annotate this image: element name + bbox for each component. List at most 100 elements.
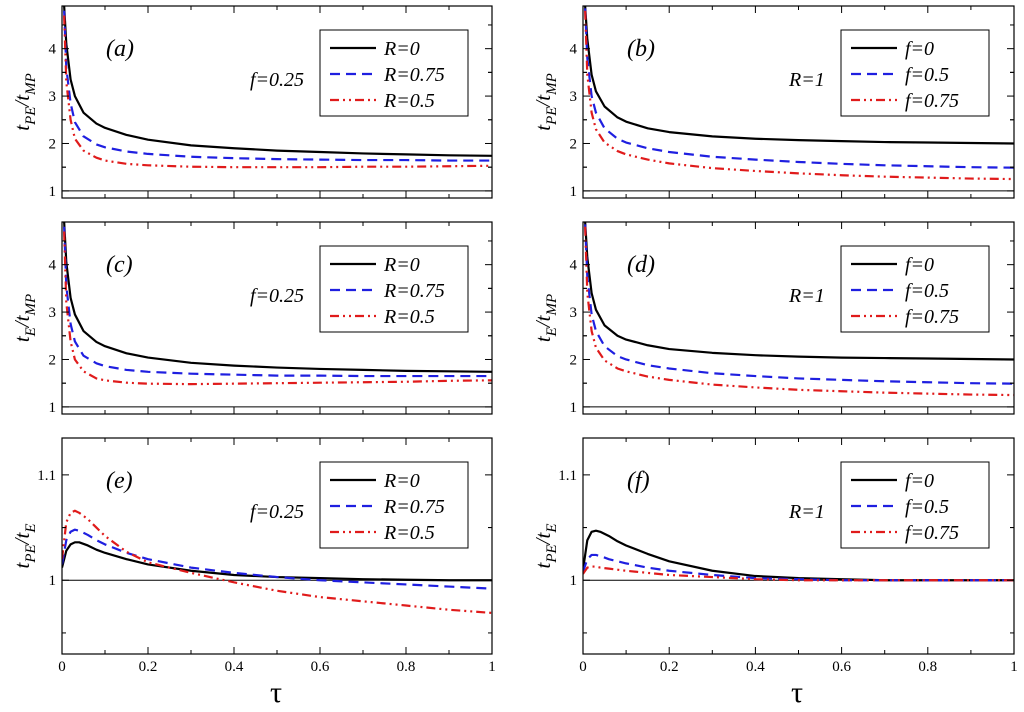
legend-box [319, 245, 469, 333]
x-tick-label: 0.4 [746, 659, 765, 675]
panel-label: (d) [627, 252, 655, 278]
series-line-3 [584, 10, 1014, 181]
parameter-annotation: R=1 [788, 501, 825, 523]
x-tick-label: 0.2 [660, 659, 679, 675]
y-tick-label: 3 [49, 89, 57, 105]
y-tick-label: 4 [49, 258, 57, 274]
series-line-1 [63, 6, 492, 157]
series-line-2 [63, 10, 492, 162]
legend-box [319, 461, 469, 549]
series-line-1 [584, 6, 1014, 145]
x-tick-label: 1 [1010, 659, 1018, 675]
panel-label: (e) [106, 468, 133, 494]
series-line-1 [63, 222, 492, 373]
panel-e: 0 0.2 0.4 0.6 0.8 1 1 1.1 tPE/tE (e) R=0 R=0.75 R=0.… [10, 437, 496, 675]
legend-label-3: R=0.5 [383, 306, 435, 328]
y-tick-label: 2 [570, 136, 578, 152]
x-tick-label: 0.2 [139, 659, 158, 675]
y-tick-label: 1.1 [558, 468, 577, 484]
y-axis-label: tPE/tE [10, 523, 39, 568]
series-line-1 [584, 222, 1014, 361]
x-tick-label: 0 [579, 659, 587, 675]
panel-d: 1 2 3 4 tE/tMP (d) f=0 f=0.5 f=0.75 R=1 [531, 221, 1015, 416]
legend-label-3: f=0.75 [905, 306, 959, 328]
y-tick-label: 1 [570, 400, 578, 416]
y-tick-label: 1 [49, 573, 57, 589]
panel-label: (a) [106, 36, 134, 62]
x-tick-label: 0.8 [397, 659, 416, 675]
series-line-2 [62, 528, 492, 590]
legend-label-3: R=0.5 [383, 522, 435, 544]
legend-label-2: R=0.75 [383, 280, 445, 302]
y-axis-label: tPE/tMP [10, 73, 39, 131]
y-tick-label: 4 [570, 258, 578, 274]
panel-c: 1 2 3 4 tE/tMP (c) R=0 R=0.75 R=0.5 f=0.25 [10, 221, 493, 416]
legend-label-1: f=0 [905, 470, 934, 492]
legend-box [840, 29, 990, 117]
series-line-2 [583, 553, 1014, 582]
x-axis-label-left: τ [270, 676, 282, 709]
y-axis-label: tPE/tE [531, 523, 560, 568]
series-line-2 [584, 224, 1014, 385]
legend-label-2: R=0.75 [383, 64, 445, 86]
y-tick-label: 3 [570, 305, 578, 321]
y-tick-label: 1 [49, 400, 57, 416]
y-tick-label: 3 [49, 305, 57, 321]
series-line-3 [62, 509, 492, 615]
x-tick-label: 0 [58, 659, 66, 675]
series-line-3 [583, 565, 1014, 582]
y-tick-label: 4 [570, 42, 578, 58]
y-tick-label: 2 [49, 352, 57, 368]
y-tick-label: 2 [49, 136, 57, 152]
legend-label-2: f=0.5 [905, 280, 949, 302]
legend-label-1: R=0 [383, 38, 420, 60]
parameter-annotation: f=0.25 [250, 501, 304, 523]
panel-b: 1 2 3 4 tPE/tMP (b) f=0 f=0.5 f=0.75 R=1 [531, 5, 1015, 200]
series-line-2 [584, 8, 1014, 169]
series-line-3 [63, 231, 492, 386]
panel-label: (b) [627, 36, 655, 62]
series-line-1 [62, 541, 492, 582]
y-tick-label: 1 [570, 573, 578, 589]
x-tick-label: 0.8 [918, 659, 937, 675]
x-tick-label: 0.6 [832, 659, 851, 675]
legend-label-3: f=0.75 [905, 522, 959, 544]
panel-label: (c) [106, 252, 133, 278]
series-line-3 [63, 15, 492, 169]
y-tick-label: 1 [49, 184, 57, 200]
y-tick-label: 2 [570, 352, 578, 368]
legend-label-3: R=0.5 [383, 90, 435, 112]
legend-label-1: R=0 [383, 470, 420, 492]
x-tick-label: 1 [488, 659, 496, 675]
legend-label-2: f=0.5 [905, 496, 949, 518]
y-tick-label: 4 [49, 42, 57, 58]
y-tick-label: 1 [570, 184, 578, 200]
series-line-3 [584, 226, 1014, 397]
legend-box [319, 29, 469, 117]
x-tick-label: 0.4 [225, 659, 244, 675]
panel-f: 0 0.2 0.4 0.6 0.8 1 1 1.1 tPE/tE (f) f=0 f=0.5 f=0.7… [531, 437, 1018, 675]
parameter-annotation: R=1 [788, 285, 825, 307]
parameter-annotation: f=0.25 [250, 69, 304, 91]
legend-label-1: R=0 [383, 254, 420, 276]
y-axis-label: tPE/tMP [531, 73, 560, 131]
y-axis-label: tE/tMP [10, 294, 39, 342]
x-tick-label: 0.6 [311, 659, 330, 675]
y-axis-label: tE/tMP [531, 294, 560, 342]
legend-label-1: f=0 [905, 254, 934, 276]
legend-label-1: f=0 [905, 38, 934, 60]
series-line-2 [63, 226, 492, 378]
parameter-annotation: R=1 [788, 69, 825, 91]
legend-box [840, 461, 990, 549]
legend-label-2: R=0.75 [383, 496, 445, 518]
x-axis-label-right: τ [791, 676, 803, 709]
legend-box [840, 245, 990, 333]
panel-label: (f) [627, 468, 650, 494]
legend-label-2: f=0.5 [905, 64, 949, 86]
legend-label-3: f=0.75 [905, 90, 959, 112]
y-tick-label: 1.1 [37, 468, 56, 484]
panel-a: 1 2 3 4 tPE/tMP (a) R=0 R=0.75 R=0.5 f=0.25 [10, 5, 493, 200]
parameter-annotation: f=0.25 [250, 285, 304, 307]
y-tick-label: 3 [570, 89, 578, 105]
